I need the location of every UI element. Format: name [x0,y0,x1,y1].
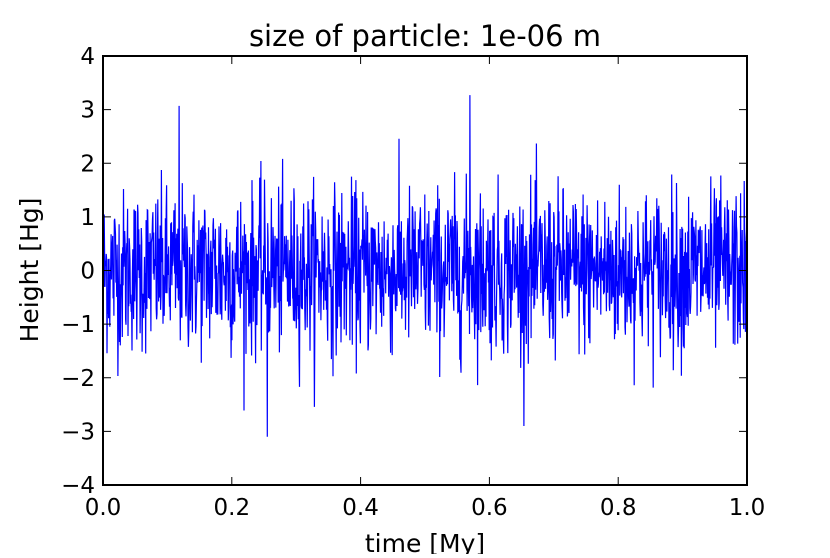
y-tick-label: 1 [80,205,95,231]
y-axis-label: Height [Hg] [15,198,44,343]
series-line-height [102,95,748,437]
x-tick-label: 0.6 [471,495,508,521]
y-tick-label: −1 [61,312,95,338]
plot-area [102,95,748,437]
x-tick-label: 0.0 [85,495,122,521]
y-tick-label: 2 [80,151,95,177]
x-tick-label: 0.8 [600,495,637,521]
ticks: 0.0 0.2 0.4 0.6 0.8 1.0 4 3 2 1 0 −1 −2 −3 −4 [61,44,765,521]
x-axis-label: time [My] [365,529,485,554]
y-tick-label: −3 [61,419,95,445]
y-tick-label: 0 [80,259,95,285]
y-tick-label: −2 [61,366,95,392]
y-tick-label: −4 [61,473,95,499]
y-tick-label: 4 [80,44,95,70]
chart-title: size of particle: 1e-06 m [249,19,601,53]
x-tick-label: 0.4 [342,495,379,521]
y-tick-label: 3 [80,98,95,124]
x-tick-label: 1.0 [729,495,766,521]
x-tick-label: 0.2 [214,495,251,521]
